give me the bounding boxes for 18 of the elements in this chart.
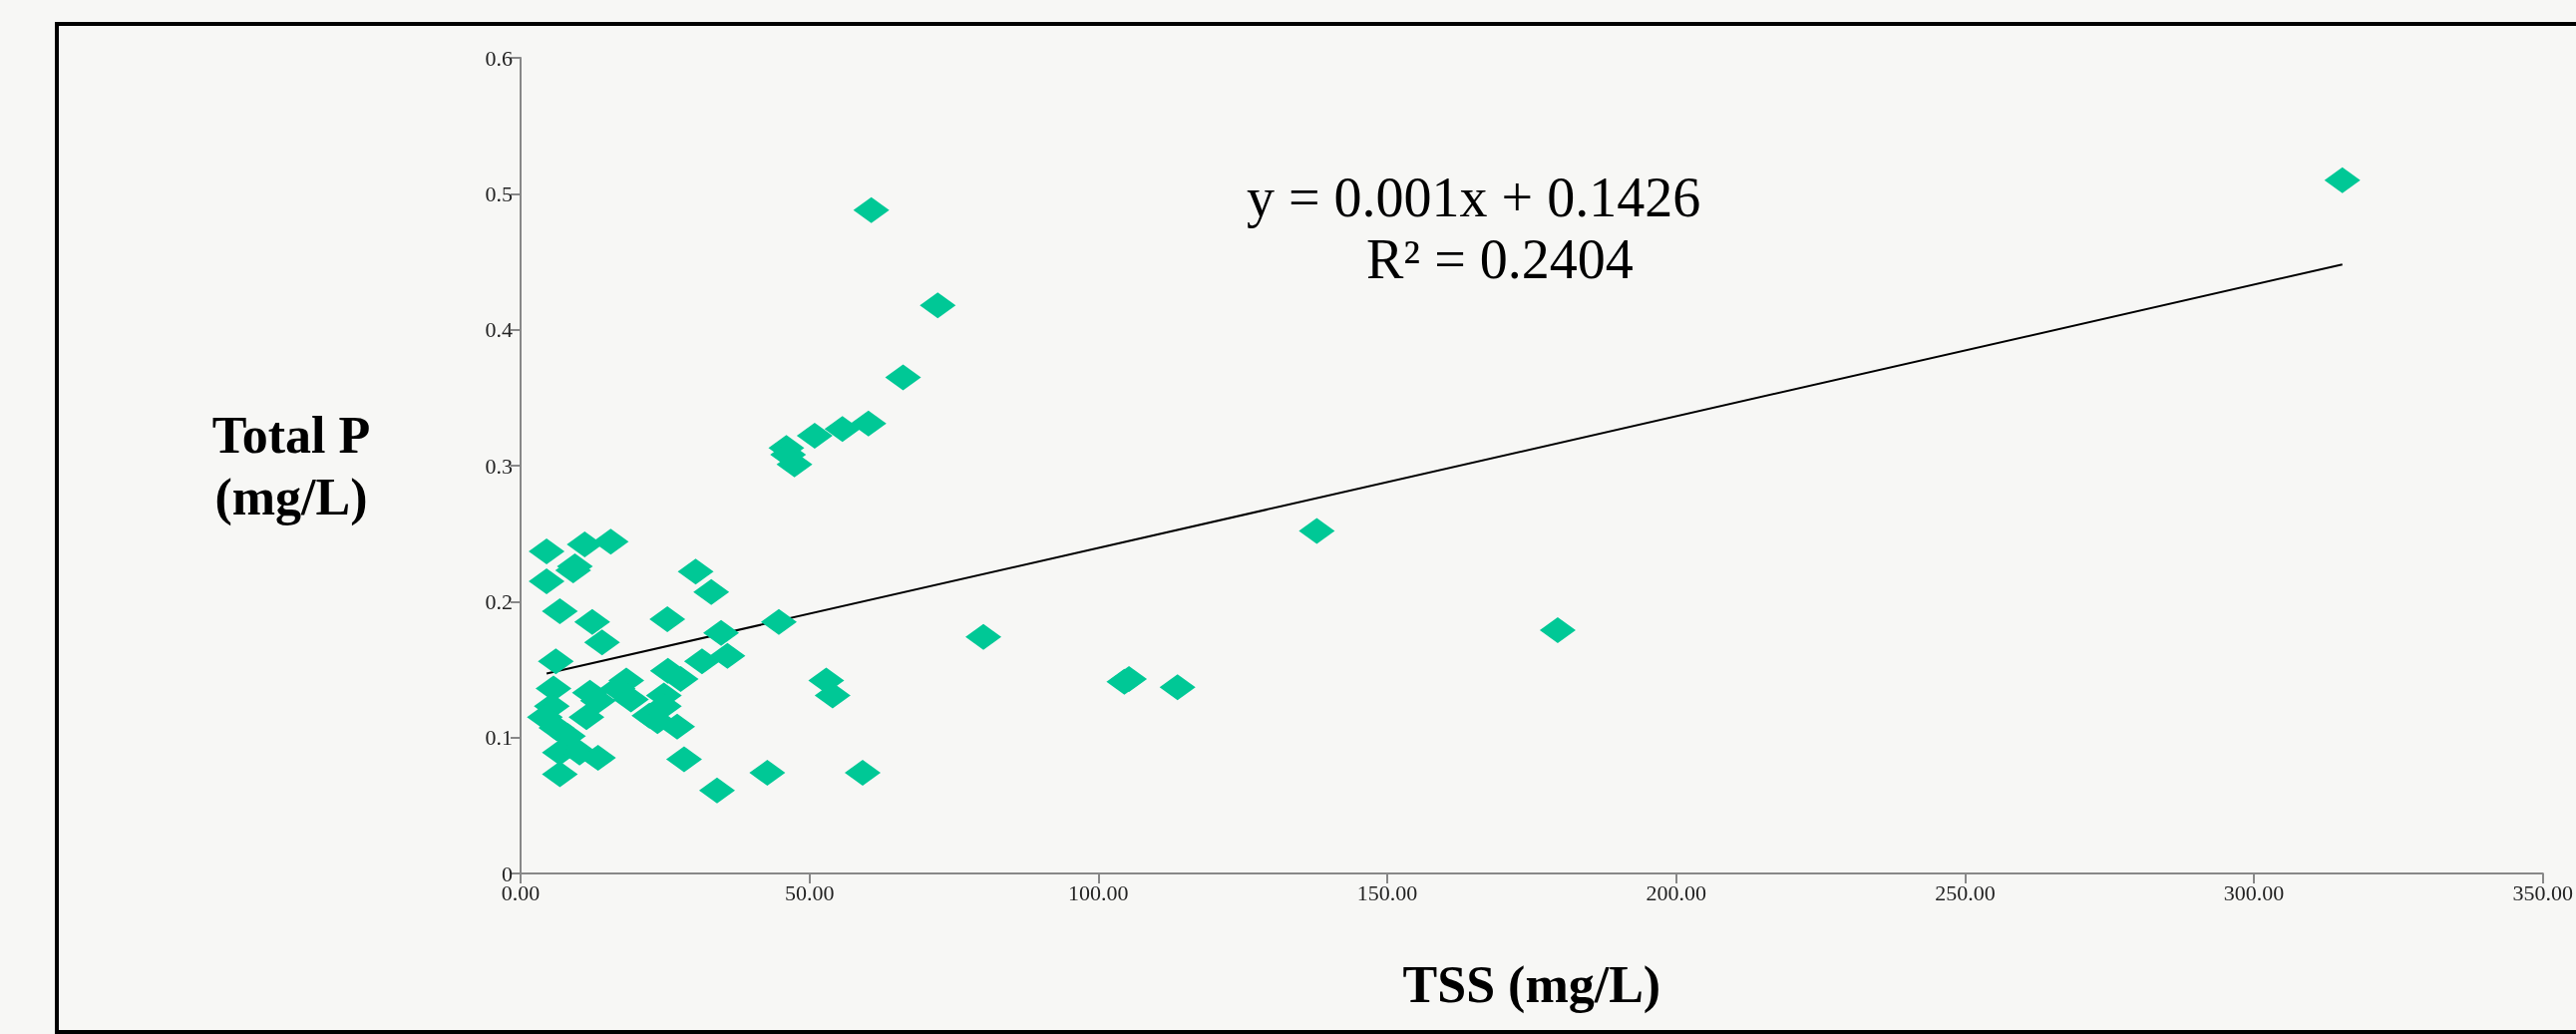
x-tick-label: 300.00: [2223, 879, 2285, 905]
y-tick-label: 0.5: [485, 180, 513, 206]
y-tick-label: 0: [502, 861, 513, 886]
x-axis-title: TSS (mg/L): [1402, 955, 1661, 1014]
x-tick-label: 200.00: [1646, 879, 1706, 905]
annotation: y = 0.001x + 0.1426: [1247, 167, 1701, 228]
x-tick-label: 50.00: [784, 879, 835, 905]
y-tick-label: 0.4: [485, 317, 513, 343]
y-tick-label: 0.6: [485, 45, 513, 71]
x-tick-label: 250.00: [1935, 879, 1996, 905]
x-tick-label: 150.00: [1356, 879, 1418, 905]
y-tick-label: 0.1: [485, 725, 513, 751]
annotation: R² = 0.2404: [1366, 228, 1634, 290]
y-tick-label: 0.3: [485, 453, 513, 479]
y-axis-title: Total P (mg/L): [211, 406, 371, 526]
x-tick-label: 350.00: [2512, 879, 2573, 905]
y-tick-label: 0.2: [485, 588, 513, 614]
x-tick-label: 100.00: [1068, 879, 1129, 905]
